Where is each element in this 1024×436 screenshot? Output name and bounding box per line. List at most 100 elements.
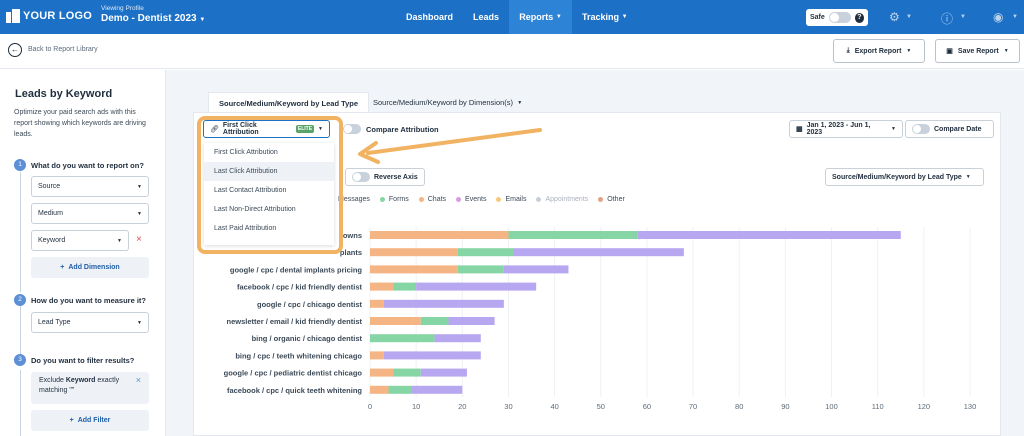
chevron-down-icon: ▼ (960, 14, 966, 20)
add-filter-label: Add Filter (77, 417, 111, 424)
chevron-down-icon: ▼ (965, 174, 971, 180)
filter-prefix: Exclude (39, 377, 64, 384)
attribution-dropdown-menu: First Click Attribution Last Click Attri… (204, 143, 334, 245)
report-toolbar: ← Back to Report Library ⤓ Export Report… (0, 34, 1024, 69)
legend-item[interactable]: Other (598, 196, 625, 203)
toggle-switch[interactable] (828, 12, 851, 23)
step-connector (20, 172, 21, 292)
main-nav: Dashboard Leads Reports ▼ Tracking ▼ (396, 0, 638, 34)
chart-view-value: Source/Medium/Keyword by Lead Type (832, 173, 962, 181)
legend-label: Emails (505, 196, 527, 203)
legend-label: Chats (427, 196, 447, 203)
attribution-option[interactable]: Last Contact Attribution (214, 187, 287, 194)
dimension-select-keyword[interactable]: Keyword ▼ (31, 230, 129, 251)
safe-mode-toggle[interactable]: Safe ? (806, 9, 868, 26)
reverse-axis-label: Reverse Axis (374, 173, 418, 181)
legend-item[interactable]: Appointments (536, 196, 588, 203)
close-icon[interactable]: × (135, 375, 141, 385)
select-value: Medium (38, 210, 63, 217)
help-icon[interactable]: ? (854, 12, 864, 23)
legend-item[interactable]: Messages (338, 196, 370, 203)
user-avatar-icon[interactable]: ◉ (993, 10, 1004, 24)
chevron-down-icon: ▼ (891, 126, 896, 132)
filter-rule[interactable]: Exclude Keyword exactly matching "" × (31, 372, 149, 404)
tab-dimensions[interactable]: Source/Medium/Keyword by Dimension(s) ▼ (363, 92, 532, 113)
link-icon: 🔗︎ (210, 126, 219, 133)
compare-date-toggle[interactable]: Compare Date (905, 120, 994, 138)
toggle-switch[interactable] (343, 124, 361, 134)
toggle-switch[interactable] (912, 124, 930, 134)
dimension-select-source[interactable]: Source ▼ (31, 176, 149, 197)
filter-value: matching "" (39, 387, 75, 394)
elite-badge: ELITE (295, 125, 315, 133)
plus-icon: + (60, 264, 65, 271)
chevron-down-icon: ▼ (906, 14, 912, 20)
gear-icon[interactable]: ⚙ (889, 10, 900, 24)
legend-item[interactable]: Forms (379, 196, 409, 203)
chevron-down-icon: ▼ (117, 237, 122, 244)
nav-reports[interactable]: Reports ▼ (509, 0, 573, 34)
tab-lead-type[interactable]: Source/Medium/Keyword by Lead Type (208, 92, 370, 113)
legend-label: Other (607, 196, 625, 203)
legend-item[interactable]: Events (456, 196, 486, 203)
select-value: Source (38, 183, 61, 190)
attribution-option[interactable]: Last Paid Attribution (214, 225, 277, 232)
top-nav-bar: YOUR LOGO Viewing Profile Demo - Dentist… (0, 0, 1024, 34)
chevron-down-icon: ▼ (1003, 48, 1009, 54)
profile-switcher[interactable]: Viewing Profile Demo - Dentist 2023 ▼ (101, 5, 205, 24)
chevron-down-icon: ▼ (906, 48, 912, 54)
export-report-button[interactable]: ⤓ Export Report ▼ (833, 39, 925, 63)
profile-caption: Viewing Profile (101, 5, 144, 12)
attribution-option[interactable]: Last Non-Direct Attribution (214, 206, 296, 213)
chevron-down-icon: ▼ (517, 99, 523, 106)
step-number: 1 (14, 159, 26, 171)
nav-leads[interactable]: Leads (473, 12, 500, 22)
select-value: Lead Type (38, 319, 71, 326)
measure-select[interactable]: Lead Type ▼ (31, 312, 149, 333)
brand-logo[interactable]: YOUR LOGO (6, 9, 92, 23)
legend-swatch (456, 197, 462, 202)
back-arrow-icon[interactable]: ← (8, 43, 22, 57)
export-report-label: Export Report (854, 47, 902, 55)
help-circle-icon[interactable]: ⓘ (941, 12, 954, 26)
remove-dimension-icon[interactable]: × (136, 234, 142, 245)
attribution-select[interactable]: 🔗︎ First Click Attribution ELITE ▼ (203, 120, 330, 138)
back-to-library-link[interactable]: Back to Report Library (28, 46, 98, 53)
legend-label: Messages (338, 196, 370, 203)
dimension-select-medium[interactable]: Medium ▼ (31, 203, 149, 224)
step-question: What do you want to report on? (31, 161, 144, 170)
reverse-axis-toggle[interactable]: Reverse Axis (345, 168, 425, 186)
chart-view-select[interactable]: Source/Medium/Keyword by Lead Type ▼ (825, 168, 984, 186)
attribution-option[interactable]: First Click Attribution (214, 149, 278, 156)
attribution-option[interactable]: Last Click Attribution (204, 162, 334, 181)
report-description: Optimize your paid search ads with this … (14, 109, 146, 138)
save-report-button[interactable]: ▣ Save Report ▼ (935, 39, 1020, 63)
chevron-down-icon: ▼ (1012, 14, 1018, 20)
download-icon: ⤓ (846, 47, 850, 54)
chevron-down-icon: ▼ (137, 183, 142, 190)
legend-swatch (598, 197, 604, 202)
profile-name: Demo - Dentist 2023 (101, 13, 197, 24)
step-question: Do you want to filter results? (31, 356, 135, 365)
logo-text: YOUR LOGO (23, 10, 93, 22)
compare-attribution-label: Compare Attribution (366, 124, 439, 134)
nav-tracking[interactable]: Tracking ▼ (572, 0, 637, 34)
chevron-down-icon: ▼ (199, 17, 206, 23)
toggle-switch[interactable] (352, 172, 370, 182)
date-range-value: Jan 1, 2023 - Jun 1, 2023 (806, 122, 871, 136)
add-filter-button[interactable]: + Add Filter (31, 410, 149, 431)
date-range-picker[interactable]: ▦ Jan 1, 2023 - Jun 1, 2023 ▼ (789, 120, 903, 138)
chevron-down-icon: ▼ (621, 14, 628, 20)
nav-dashboard[interactable]: Dashboard (406, 12, 454, 22)
step-connector (20, 306, 21, 356)
legend-swatch (496, 197, 502, 202)
select-value: Keyword (38, 237, 66, 244)
legend-item[interactable]: Chats (418, 196, 447, 203)
legend-item[interactable]: Emails (496, 196, 526, 203)
chevron-down-icon: ▼ (555, 14, 562, 20)
save-report-label: Save Report (957, 47, 999, 55)
add-dimension-button[interactable]: + Add Dimension (31, 257, 149, 278)
compare-attribution-toggle[interactable]: Compare Attribution (343, 124, 439, 134)
legend-swatch (379, 197, 385, 202)
add-dimension-label: Add Dimension (68, 264, 120, 271)
